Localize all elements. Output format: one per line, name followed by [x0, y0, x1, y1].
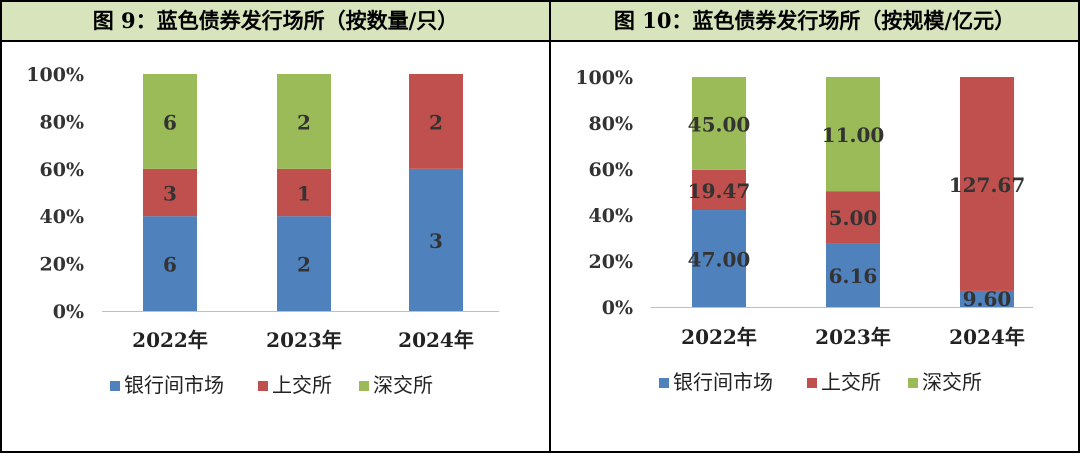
bar-segment	[692, 169, 746, 211]
y-tick-label: 20%	[589, 251, 634, 273]
data-label: 3	[429, 229, 443, 253]
bar-segment	[960, 290, 1014, 307]
y-tick-label: 60%	[589, 159, 634, 181]
legend-label: 深交所	[373, 373, 433, 397]
data-label: 127.67	[949, 173, 1026, 197]
bar-segment	[143, 168, 197, 217]
x-tick-label: 2022年	[681, 325, 757, 349]
x-tick-label: 2023年	[266, 328, 342, 352]
legend-swatch	[258, 381, 268, 391]
data-label: 2	[429, 110, 443, 134]
data-label: 6	[163, 253, 177, 277]
y-tick-label: 100%	[26, 64, 84, 86]
data-label: 1	[297, 182, 311, 206]
y-tick-label: 40%	[40, 206, 85, 228]
bar-segment	[277, 216, 331, 311]
legend-label: 银行间市场	[673, 370, 773, 394]
chart-title: 图 10：蓝色债券发行场所（按规模/亿元）	[551, 2, 1078, 42]
x-tick-label: 2022年	[132, 328, 208, 352]
y-tick-label: 0%	[53, 301, 84, 323]
bar-segment	[143, 74, 197, 169]
legend-label: 深交所	[922, 370, 982, 394]
chart-panel-count: 图 9：蓝色债券发行场所（按数量/只） 0% 20% 40% 60% 80% 100% 6 3…	[0, 0, 551, 453]
bar-segment	[409, 168, 463, 311]
bar-segment	[826, 191, 880, 244]
data-label: 5.00	[829, 206, 878, 230]
legend-swatch	[359, 381, 369, 391]
bar-segment	[692, 210, 746, 307]
data-label: 45.00	[688, 112, 751, 136]
y-tick-label: 80%	[40, 111, 85, 133]
legend-label: 上交所	[821, 370, 881, 394]
y-tick-label: 100%	[575, 67, 633, 89]
y-tick-label: 0%	[602, 297, 633, 319]
bar-segment	[277, 168, 331, 217]
bar-segment	[960, 77, 1014, 291]
data-label: 6	[163, 110, 177, 134]
bar-segment	[826, 77, 880, 192]
data-label: 9.60	[963, 287, 1012, 311]
data-label: 6.16	[829, 264, 878, 288]
data-label: 47.00	[688, 248, 751, 272]
legend-label: 银行间市场	[124, 373, 224, 397]
bar-segment	[143, 216, 197, 311]
y-tick-label: 20%	[40, 254, 85, 276]
y-tick-label: 60%	[40, 159, 85, 181]
bar-segment	[277, 74, 331, 169]
data-label: 11.00	[822, 123, 885, 147]
x-tick-label: 2024年	[949, 325, 1025, 349]
data-label: 19.47	[688, 179, 751, 203]
legend-swatch	[659, 378, 669, 388]
y-tick-label: 80%	[589, 113, 634, 135]
legend-swatch	[110, 381, 120, 391]
data-label: 3	[163, 182, 177, 206]
x-tick-label: 2024年	[398, 328, 474, 352]
chart-panel-amount: 图 10：蓝色债券发行场所（按规模/亿元） 0% 20% 40% 60% 80% 100%…	[549, 0, 1080, 453]
legend-swatch	[807, 378, 817, 388]
x-tick-label: 2023年	[815, 325, 891, 349]
bar-chart-amount: 0% 20% 40% 60% 80% 100% 47.00 19.47 45.00 2022年 6.…	[575, 67, 1033, 394]
data-label: 2	[297, 110, 311, 134]
bar-segment	[692, 77, 746, 170]
legend-label: 上交所	[272, 373, 332, 397]
data-label: 2	[297, 253, 311, 277]
y-tick-label: 40%	[589, 205, 634, 227]
bar-segment	[409, 74, 463, 169]
bar-chart-count: 0% 20% 40% 60% 80% 100% 6 3 6 2022年 2 1 2 2023年 3 2 2024…	[26, 64, 499, 397]
bar-segment	[826, 243, 880, 307]
legend-swatch	[908, 378, 918, 388]
chart-title: 图 9：蓝色债券发行场所（按数量/只）	[2, 2, 549, 42]
